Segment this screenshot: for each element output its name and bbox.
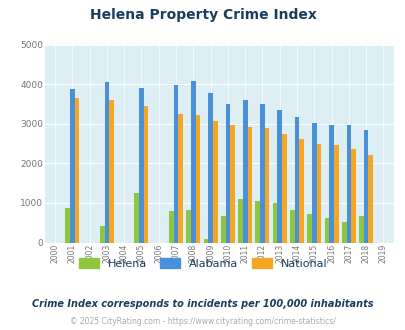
Bar	[230, 125, 234, 243]
Bar	[186, 210, 190, 243]
Bar	[333, 145, 338, 243]
Bar	[255, 201, 260, 243]
Bar	[264, 128, 269, 243]
Bar	[238, 199, 242, 243]
Bar	[65, 208, 70, 243]
Bar	[220, 216, 225, 243]
Bar	[368, 155, 372, 243]
Bar	[195, 115, 200, 243]
Bar	[324, 218, 328, 243]
Text: Crime Index corresponds to incidents per 100,000 inhabitants: Crime Index corresponds to incidents per…	[32, 299, 373, 309]
Bar	[173, 85, 178, 243]
Legend: Helena, Alabama, National: Helena, Alabama, National	[74, 254, 331, 273]
Bar	[328, 124, 333, 243]
Bar	[203, 239, 208, 243]
Bar	[346, 124, 350, 243]
Bar	[75, 98, 79, 243]
Bar	[208, 93, 212, 243]
Bar	[242, 100, 247, 243]
Bar	[277, 110, 281, 243]
Bar	[341, 222, 346, 243]
Text: © 2025 CityRating.com - https://www.cityrating.com/crime-statistics/: © 2025 CityRating.com - https://www.city…	[70, 317, 335, 326]
Bar	[260, 104, 264, 243]
Bar	[212, 121, 217, 243]
Bar	[143, 106, 148, 243]
Bar	[109, 100, 114, 243]
Bar	[225, 104, 230, 243]
Bar	[294, 117, 298, 243]
Bar	[247, 127, 252, 243]
Text: Helena Property Crime Index: Helena Property Crime Index	[90, 8, 315, 22]
Bar	[281, 134, 286, 243]
Bar	[289, 210, 294, 243]
Bar	[316, 144, 320, 243]
Bar	[139, 88, 143, 243]
Bar	[307, 214, 311, 243]
Bar	[363, 130, 368, 243]
Bar	[178, 114, 183, 243]
Bar	[100, 226, 104, 243]
Bar	[350, 149, 355, 243]
Bar	[104, 82, 109, 243]
Bar	[298, 139, 303, 243]
Bar	[134, 193, 139, 243]
Bar	[190, 81, 195, 243]
Bar	[70, 88, 75, 243]
Bar	[311, 123, 316, 243]
Bar	[168, 211, 173, 243]
Bar	[272, 203, 277, 243]
Bar	[358, 216, 363, 243]
